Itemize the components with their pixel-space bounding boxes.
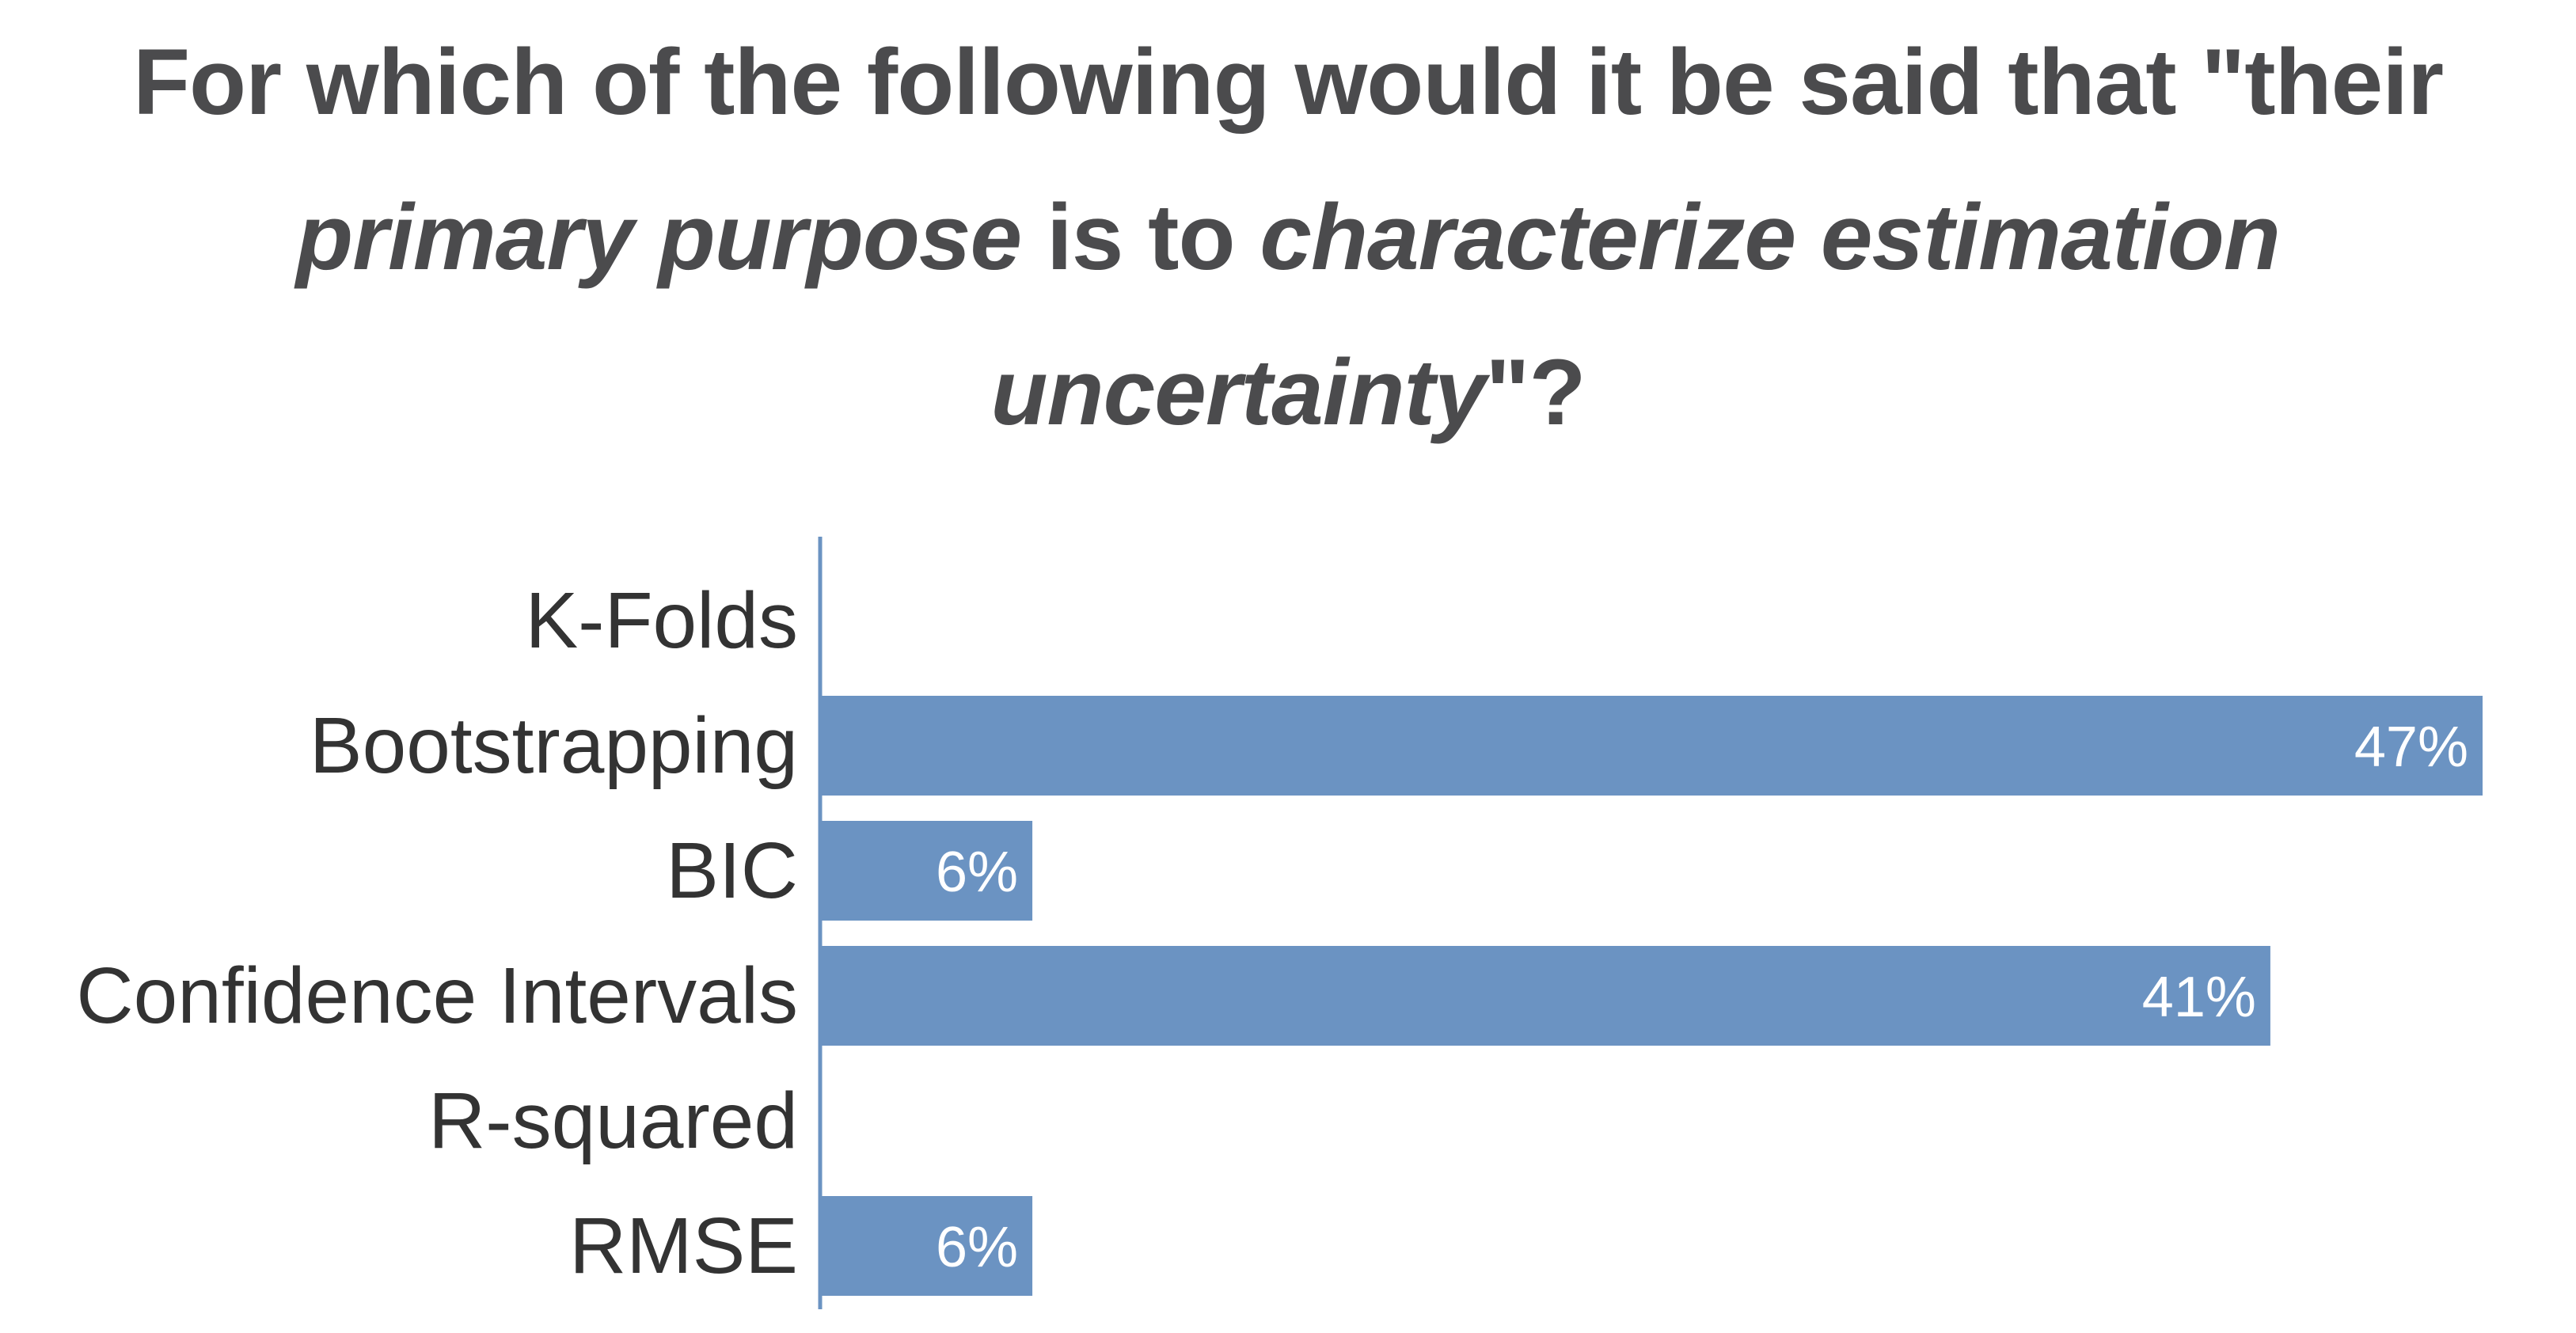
title-line-1-text: For which of the following would it be s… bbox=[132, 30, 2444, 135]
data-label-bic: 6% bbox=[936, 841, 1018, 904]
title-line-2-text: is to bbox=[1021, 185, 1260, 290]
data-label-confidence-intervals: 41% bbox=[2142, 966, 2256, 1029]
title-emphasis-primary-purpose: primary purpose bbox=[296, 185, 1022, 290]
title-line-3-text: "? bbox=[1485, 340, 1586, 445]
category-label-bootstrapping: Bootstrapping bbox=[310, 701, 798, 790]
value-labels-group: 47% 6% 41% 6% bbox=[936, 716, 2468, 1279]
category-label-bic: BIC bbox=[666, 826, 798, 915]
category-label-rmse: RMSE bbox=[569, 1202, 798, 1290]
chart-title: For which of the following would it be s… bbox=[0, 5, 2576, 470]
data-label-bootstrapping: 47% bbox=[2354, 716, 2468, 779]
category-labels-group: K-Folds Bootstrapping BIC Confidence Interv… bbox=[76, 576, 798, 1290]
bar-bootstrapping bbox=[820, 696, 2483, 796]
category-label-confidence-intervals: Confidence Intervals bbox=[76, 951, 798, 1040]
bar-rmse bbox=[820, 1196, 1033, 1296]
title-line-2: primary purpose is to characterize estim… bbox=[0, 160, 2576, 315]
category-label-r-squared: R-squared bbox=[428, 1077, 798, 1165]
data-label-rmse: 6% bbox=[936, 1216, 1018, 1279]
category-label-k-folds: K-Folds bbox=[525, 576, 798, 665]
bar-bic bbox=[820, 821, 1033, 921]
bar-confidence-intervals bbox=[820, 946, 2270, 1046]
title-line-1: For which of the following would it be s… bbox=[0, 5, 2576, 160]
bars-group bbox=[820, 696, 2483, 1296]
title-emphasis-characterize: characterize estimation bbox=[1260, 185, 2281, 290]
title-line-3: uncertainty"? bbox=[0, 315, 2576, 470]
title-emphasis-uncertainty: uncertainty bbox=[990, 340, 1486, 445]
